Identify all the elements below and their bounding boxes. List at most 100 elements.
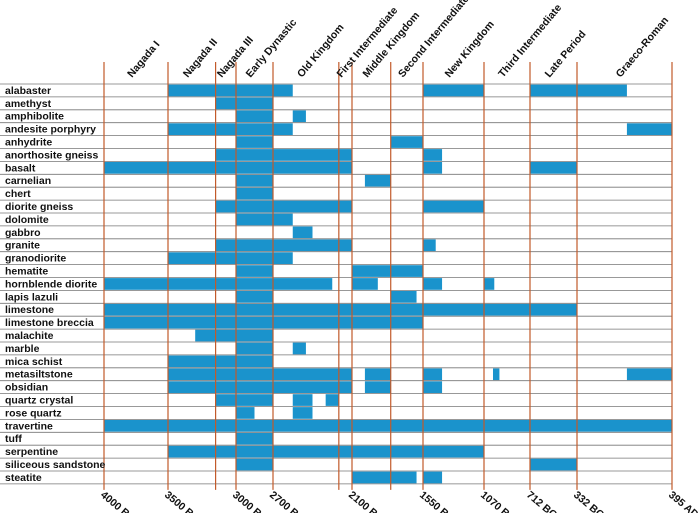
bar-malachite-0 (195, 329, 273, 342)
bar-steatite-1 (423, 471, 443, 484)
bar-granodiorite-0 (168, 252, 293, 264)
bar-lapis-lazuli-0 (236, 291, 273, 303)
row-label-rose-quartz: rose quartz (5, 407, 62, 419)
bar-alabaster-3 (273, 84, 293, 97)
bar-diorite-gneiss-0 (215, 200, 352, 213)
bar-alabaster-1 (215, 84, 255, 97)
bar-hornblende-diorite-3 (484, 278, 495, 290)
row-label-chert: chert (5, 188, 31, 200)
bar-carnelian-0 (236, 174, 273, 187)
bar-siliceous-sandstone-0 (236, 458, 273, 471)
bar-obsidian-1 (364, 381, 391, 393)
row-label-hematite: hematite (5, 266, 48, 278)
bar-granite-1 (423, 239, 436, 252)
bar-marble-1 (292, 342, 306, 355)
period-boundaries-layer (103, 62, 673, 490)
bar-rose-quartz-1 (292, 407, 313, 419)
date-label-3000-BC: 3000 BC (230, 489, 270, 513)
period-label-Nagada-II: Nagada II (181, 36, 220, 80)
row-label-diorite-gneiss: diorite gneiss (5, 201, 73, 213)
bar-metasiltstone-3 (492, 368, 500, 381)
row-label-dolomite: dolomite (5, 214, 49, 226)
bar-anhydrite-0 (236, 136, 273, 148)
row-label-alabaster: alabaster (5, 85, 51, 97)
bar-anorthosite-gneiss-0 (215, 149, 352, 161)
bars-layer (104, 84, 672, 484)
row-label-marble: marble (5, 343, 40, 355)
bar-serpentine-0 (168, 445, 484, 458)
period-label-Graeco-Roman: Graeco-Roman (614, 15, 672, 80)
row-label-hornblende-diorite: hornblende diorite (5, 278, 97, 290)
bar-alabaster-6 (577, 84, 627, 97)
bar-hornblende-diorite-0 (104, 278, 333, 290)
row-label-malachite: malachite (5, 330, 54, 342)
bar-metasiltstone-0 (168, 368, 352, 381)
row-label-limestone: limestone (5, 304, 54, 316)
date-label-3500-BC: 3500 BC (162, 489, 202, 513)
bar-hematite-1 (352, 265, 423, 277)
bar-metasiltstone-2 (423, 368, 443, 381)
bar-siliceous-sandstone-1 (530, 458, 577, 471)
row-label-gabbro: gabbro (5, 227, 41, 239)
row-label-amethyst: amethyst (5, 98, 52, 110)
bar-amphibolite-0 (236, 110, 273, 123)
period-label-New-Kingdom: New Kingdom (443, 19, 497, 80)
bar-anhydrite-1 (390, 136, 423, 148)
bar-alabaster-4 (423, 84, 484, 97)
row-label-tuff: tuff (5, 433, 22, 445)
date-label-2100-BC: 2100 BC (346, 489, 386, 513)
bar-metasiltstone-1 (364, 368, 391, 381)
bar-marble-0 (236, 342, 273, 355)
row-label-anhydrite: anhydrite (5, 137, 52, 149)
bar-andesite-porphyry-1 (626, 123, 672, 135)
date-label-395-AD: 395 AD (666, 489, 700, 513)
bar-travertine-0 (104, 420, 672, 432)
bar-limestone-breccia-0 (104, 316, 423, 329)
bar-hornblende-diorite-2 (423, 278, 443, 290)
date-label-2700-BC: 2700 BC (267, 489, 307, 513)
bar-hornblende-diorite-1 (352, 278, 378, 290)
bar-lapis-lazuli-1 (390, 291, 417, 303)
bar-quartz-crystal-1 (292, 394, 313, 406)
bar-amethyst-0 (215, 97, 273, 110)
bar-gabbro-0 (292, 226, 313, 239)
period-label-Nagada-I: Nagada I (125, 39, 162, 80)
row-label-travertine: travertine (5, 420, 53, 432)
date-label-712-BC: 712 BC (524, 489, 559, 513)
period-label-Late-Period: Late Period (543, 28, 589, 80)
date-label-4000-BC: 4000 BC (98, 489, 138, 513)
row-label-limestone-breccia: limestone breccia (5, 317, 94, 329)
row-label-amphibolite: amphibolite (5, 111, 64, 123)
bar-andesite-porphyry-0 (168, 123, 293, 135)
row-label-obsidian: obsidian (5, 382, 48, 394)
bar-quartz-crystal-0 (215, 394, 273, 406)
row-lines-layer (0, 83, 672, 485)
bar-steatite-0 (352, 471, 417, 484)
row-label-mica-schist: mica schist (5, 356, 63, 368)
bar-obsidian-2 (423, 381, 443, 393)
row-label-siliceous-sandstone: siliceous sandstone (5, 459, 106, 471)
row-label-serpentine: serpentine (5, 446, 58, 458)
bar-dolomite-0 (236, 213, 293, 226)
bar-hematite-0 (236, 265, 273, 277)
row-label-lapis-lazuli: lapis lazuli (5, 291, 58, 303)
date-label-332-BC: 332 BC (571, 489, 606, 513)
bar-alabaster-2 (254, 84, 273, 97)
period-label-Early-Dynastic: Early Dynastic (244, 17, 300, 80)
bar-obsidian-0 (168, 381, 352, 393)
row-label-steatite: steatite (5, 472, 42, 484)
bar-basalt-2 (530, 162, 577, 174)
date-label-1550-BC: 1550 BC (417, 489, 457, 513)
bar-limestone-0 (104, 303, 577, 316)
bar-basalt-1 (423, 162, 443, 174)
bar-basalt-0 (104, 162, 352, 174)
row-label-granodiorite: granodiorite (5, 253, 66, 265)
row-label-andesite-porphyry: andesite porphyry (5, 124, 96, 136)
row-label-quartz-crystal: quartz crystal (5, 395, 73, 407)
row-label-metasiltstone: metasiltstone (5, 369, 73, 381)
bar-mica-schist-0 (168, 355, 273, 368)
